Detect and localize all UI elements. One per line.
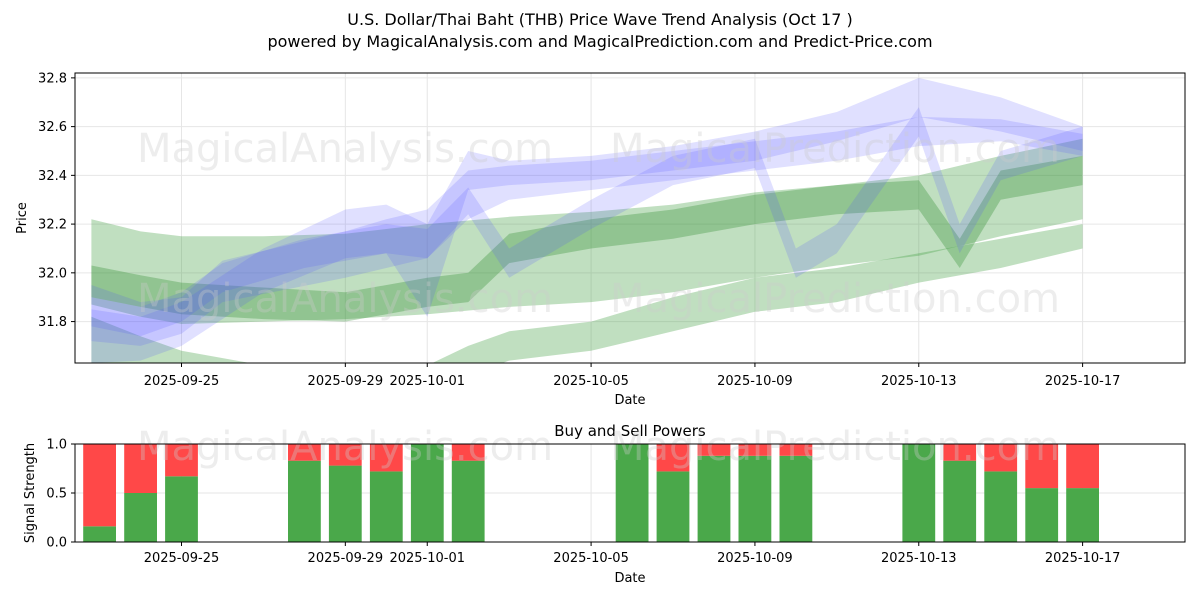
sell-bar <box>738 444 772 456</box>
buy-bar <box>943 460 977 542</box>
signal-y-tick-label: 0.0 <box>46 536 67 551</box>
signal-y-axis: 0.0 0.5 1.0 <box>46 438 75 551</box>
buy-bar <box>1066 488 1099 542</box>
chart-subtitle: powered by MagicalAnalysis.com and Magic… <box>267 32 932 51</box>
signal-x-axis-label: Date <box>614 571 645 586</box>
signal-x-tick-label: 2025-09-25 <box>144 551 220 566</box>
price-y-axis: 31.8 32.0 32.2 32.4 32.6 32.8 <box>38 71 75 330</box>
wave-band-green <box>91 224 1083 363</box>
signal-y-axis-label: Signal Strength <box>23 443 38 543</box>
buy-bar <box>328 465 362 542</box>
price-y-tick-label: 32.4 <box>38 169 67 184</box>
buy-bar <box>697 455 731 542</box>
sell-bar <box>124 444 157 493</box>
price-y-tick-label: 32.6 <box>38 120 67 135</box>
watermark-bottom-left: MagicalAnalysis.com <box>137 424 553 470</box>
wave-band-blue <box>91 77 1083 363</box>
sell-bar <box>984 444 1018 472</box>
price-y-axis-label: Price <box>15 202 30 234</box>
sell-bar <box>697 444 731 456</box>
wave-band-blue <box>91 116 1083 346</box>
price-plot-frame <box>74 72 1186 364</box>
wave-band-green <box>91 155 1083 322</box>
price-x-tick-label: 2025-10-05 <box>553 374 629 389</box>
buy-bar <box>902 444 936 542</box>
wave-band-green <box>91 138 1083 324</box>
price-x-tick-label: 2025-09-25 <box>144 374 220 389</box>
price-y-tick-label: 32.0 <box>38 266 67 281</box>
buy-bar <box>615 444 649 542</box>
price-x-axis: 2025-09-25 2025-09-29 2025-10-01 2025-10-05… <box>144 363 1121 389</box>
buy-bar <box>288 460 321 542</box>
buy-bar <box>83 526 116 542</box>
chart-title: U.S. Dollar/Thai Baht (THB) Price Wave T… <box>347 10 852 29</box>
sell-bar <box>943 444 977 461</box>
signal-x-axis: 2025-09-25 2025-09-29 2025-10-01 2025-10-05… <box>144 542 1121 566</box>
buy-bar <box>738 455 772 542</box>
signal-x-tick-label: 2025-09-29 <box>308 551 384 566</box>
price-x-tick-label: 2025-10-13 <box>881 374 957 389</box>
signal-x-tick-label: 2025-10-01 <box>389 551 465 566</box>
buy-bar <box>1025 488 1059 542</box>
price-x-tick-label: 2025-09-29 <box>308 374 384 389</box>
price-grid <box>75 73 1185 363</box>
watermark-mid-left: MagicalAnalysis.com <box>137 276 553 322</box>
sell-bar <box>369 444 403 472</box>
sell-bar <box>83 444 116 527</box>
price-y-tick-label: 32.2 <box>38 218 67 233</box>
buy-bar <box>451 460 485 542</box>
watermark-top-left: MagicalAnalysis.com <box>137 126 553 172</box>
sell-bar <box>779 444 813 456</box>
buy-bar <box>369 471 403 542</box>
signal-x-tick-label: 2025-10-09 <box>717 551 793 566</box>
buy-bar <box>984 471 1018 542</box>
buy-bar <box>124 493 157 542</box>
signal-chart-title: Buy and Sell Powers <box>554 422 706 440</box>
price-y-tick-label: 31.8 <box>38 315 67 330</box>
price-x-tick-label: 2025-10-17 <box>1045 374 1121 389</box>
sell-bar <box>1066 444 1099 489</box>
signal-x-tick-label: 2025-10-17 <box>1045 551 1121 566</box>
watermark-mid-right: MagicalPrediction.com <box>610 276 1060 322</box>
buy-bar <box>410 444 444 542</box>
sell-bar <box>1025 444 1059 489</box>
price-x-axis-label: Date <box>614 393 645 408</box>
buy-bar <box>779 455 813 542</box>
watermark-bottom-right: MagicalPrediction.com <box>610 424 1060 470</box>
watermark-top-right: MagicalPrediction.com <box>610 126 1060 172</box>
sell-bar <box>288 444 321 461</box>
buy-bar <box>165 476 198 542</box>
price-x-tick-label: 2025-10-01 <box>389 374 465 389</box>
sell-bar <box>656 444 690 472</box>
wave-band-blue <box>91 107 1083 337</box>
price-x-tick-label: 2025-10-09 <box>717 374 793 389</box>
buy-bar <box>656 471 690 542</box>
signal-y-tick-label: 1.0 <box>46 438 67 453</box>
sell-bar <box>165 444 198 477</box>
sell-bar <box>328 444 362 466</box>
signal-y-tick-label: 0.5 <box>46 487 67 502</box>
price-y-tick-label: 32.8 <box>38 71 67 86</box>
signal-x-tick-label: 2025-10-05 <box>553 551 629 566</box>
price-wave-bands <box>91 77 1083 363</box>
signal-x-tick-label: 2025-10-13 <box>881 551 957 566</box>
signal-bars <box>83 444 1099 542</box>
sell-bar <box>451 444 485 461</box>
